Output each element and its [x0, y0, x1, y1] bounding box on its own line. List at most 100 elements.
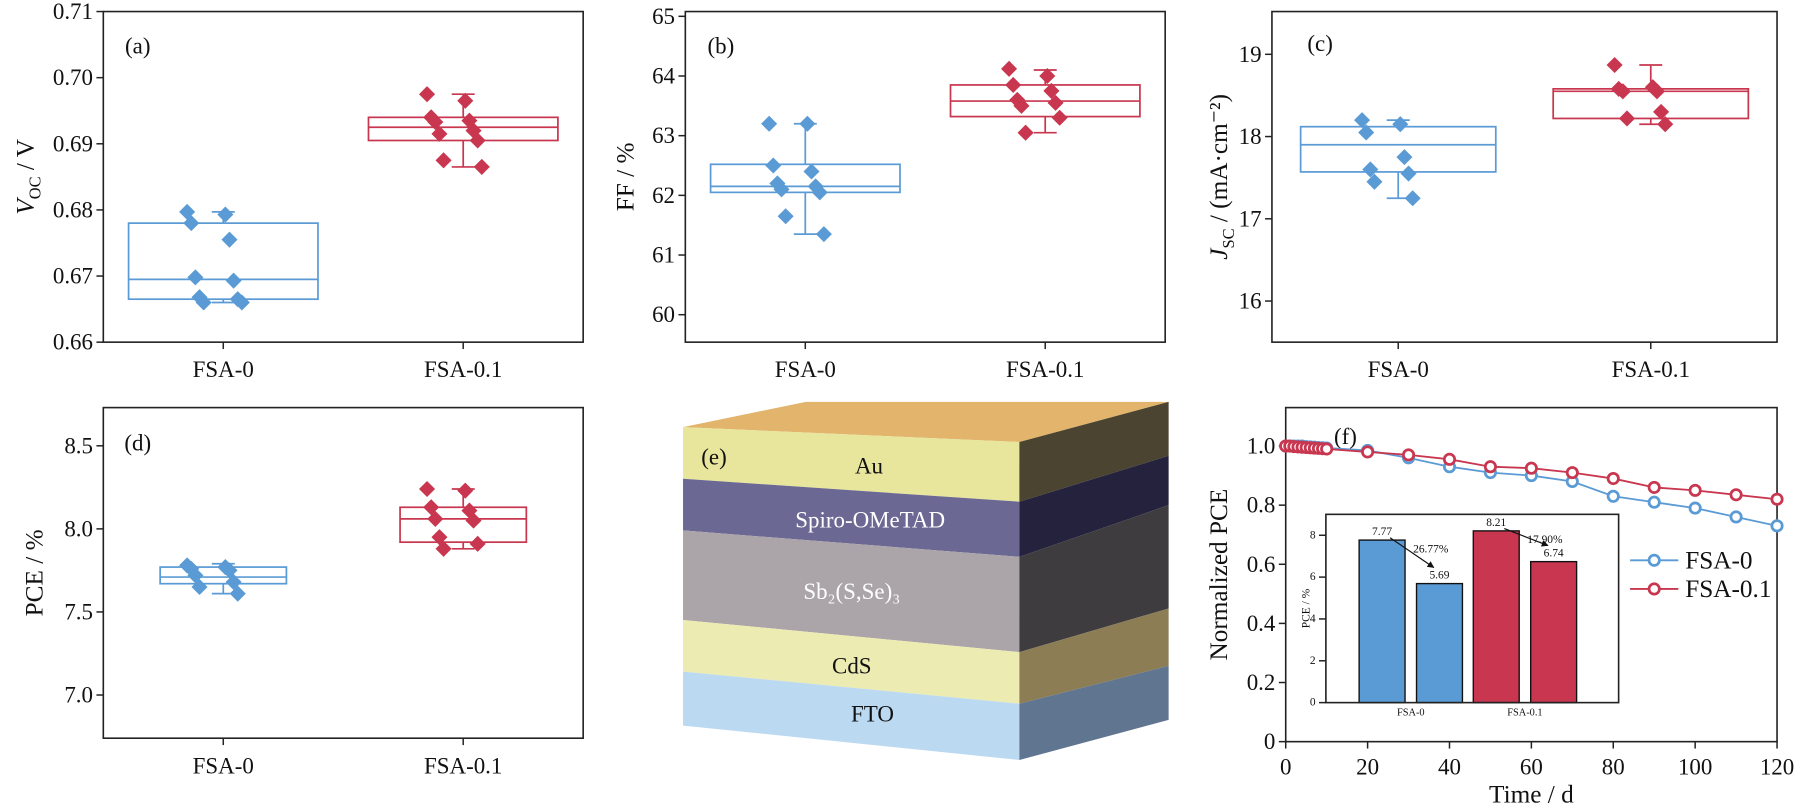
data-point — [233, 294, 250, 311]
data-point — [1565, 466, 1579, 480]
x-tick-label: FSA-0 — [1368, 357, 1429, 382]
inset-frame — [1325, 513, 1620, 704]
y-tick-label: 7.5 — [64, 599, 93, 624]
y-axis-symbol: J — [1205, 247, 1233, 260]
y-tick-label: 19 — [1239, 42, 1262, 67]
data-point — [1606, 56, 1623, 74]
data-point — [1442, 452, 1457, 466]
panel-label: (e) — [701, 444, 726, 469]
x-tick-label: FSA-0.1 — [424, 357, 502, 382]
data-point — [803, 163, 820, 180]
y-tick-label: 6 — [1310, 571, 1316, 583]
y-tick-label: 8.0 — [64, 516, 93, 541]
data-point — [1039, 67, 1056, 85]
legend-marker — [1647, 582, 1661, 596]
y-tick-label: 18 — [1239, 124, 1262, 149]
y-axis-unit: / (mA·cm⁻²) — [1205, 94, 1233, 229]
data-point — [765, 157, 782, 174]
y-tick-label: 61 — [652, 243, 675, 268]
box — [399, 506, 528, 544]
data-point — [1001, 60, 1018, 77]
layer-front — [683, 427, 1020, 502]
data-point — [1005, 76, 1022, 93]
plot-frame — [1271, 10, 1778, 343]
bar-value-label: 7.77 — [1372, 526, 1392, 538]
annotation: 26.77% — [1413, 543, 1449, 555]
y-tick-label: 63 — [652, 123, 675, 148]
bar — [1358, 539, 1406, 704]
y-tick-label: 16 — [1239, 289, 1262, 314]
device-stack: Au Spiro-OMeTAD Sb₂(S,Se)₃ CdS FTO (e) — [683, 401, 1169, 761]
y-axis-label: VOC / V — [11, 139, 44, 215]
data-point — [465, 512, 482, 529]
box — [709, 163, 901, 194]
legend-label: FSA-0 — [1685, 546, 1752, 574]
y-tick-label: 0.2 — [1247, 670, 1276, 695]
y-tick-label: 2 — [1310, 655, 1316, 667]
data-point — [435, 152, 452, 169]
y-tick-label: 0.8 — [1247, 493, 1276, 518]
y-tick-label: 0.68 — [53, 197, 93, 222]
data-point — [1688, 501, 1702, 515]
x-tick-label: FSA-0 — [193, 357, 254, 382]
legend-label: FSA-0.1 — [1685, 575, 1771, 603]
panel-label: (c) — [1307, 31, 1332, 56]
box — [367, 116, 559, 142]
data-point — [1051, 109, 1068, 126]
y-tick-label: 60 — [652, 302, 675, 327]
data-point — [1404, 190, 1421, 207]
y-axis-subscript: OC — [25, 176, 44, 199]
data-point — [1354, 112, 1371, 129]
data-point — [761, 115, 778, 132]
data-point — [1320, 442, 1334, 456]
bar — [1530, 560, 1578, 704]
box — [1299, 125, 1497, 173]
layer-front — [683, 671, 1020, 761]
data-point — [1618, 110, 1636, 127]
panel-label: (a) — [125, 33, 150, 58]
x-tick-label: FSA-0 — [1397, 707, 1425, 718]
x-tick-label: 20 — [1356, 754, 1379, 779]
x-tick-label: 60 — [1520, 754, 1543, 779]
layer-side — [1019, 608, 1169, 704]
plot-frame — [102, 10, 584, 343]
panel-label: (b) — [708, 33, 735, 58]
data-point — [1729, 510, 1743, 524]
x-tick-label: 80 — [1602, 754, 1625, 779]
y-axis-label: Normalized PCE — [1205, 489, 1233, 661]
y-tick-label: 7.0 — [64, 683, 93, 708]
annotation-arrow — [1389, 537, 1435, 568]
data-point — [419, 86, 436, 103]
y-axis-label: FF / % — [612, 142, 640, 211]
data-point — [225, 272, 242, 289]
data-point — [799, 115, 816, 132]
data-point — [1606, 471, 1620, 486]
y-axis-label: JSC / (mA·cm⁻²) — [1205, 94, 1238, 260]
top-face — [683, 401, 1169, 443]
data-point — [1361, 445, 1375, 459]
x-tick-label: 120 — [1760, 754, 1794, 779]
data-point — [1647, 495, 1661, 509]
bar — [1472, 530, 1520, 704]
y-tick-label: 0.67 — [53, 264, 93, 289]
x-tick-label: 0 — [1280, 754, 1291, 779]
data-point — [195, 294, 212, 311]
y-tick-label: 62 — [652, 183, 675, 208]
y-tick-label: 0 — [1310, 697, 1316, 709]
data-point — [457, 482, 474, 499]
y-tick-label: 0.70 — [53, 65, 93, 90]
data-point — [1688, 483, 1702, 497]
panel-label: (d) — [124, 431, 151, 456]
y-axis-subscript: SC — [1219, 228, 1238, 248]
y-tick-label: 0 — [1264, 729, 1275, 754]
data-point — [427, 510, 444, 527]
bar-value-label: 5.69 — [1429, 570, 1449, 582]
bar-value-label: 6.74 — [1544, 548, 1564, 560]
data-point — [419, 480, 436, 498]
plot-frame — [102, 406, 584, 740]
data-point — [1770, 519, 1784, 533]
data-point — [183, 215, 200, 232]
y-tick-label: 17 — [1239, 206, 1262, 231]
data-point — [1362, 161, 1379, 178]
layer-front — [683, 478, 1020, 557]
